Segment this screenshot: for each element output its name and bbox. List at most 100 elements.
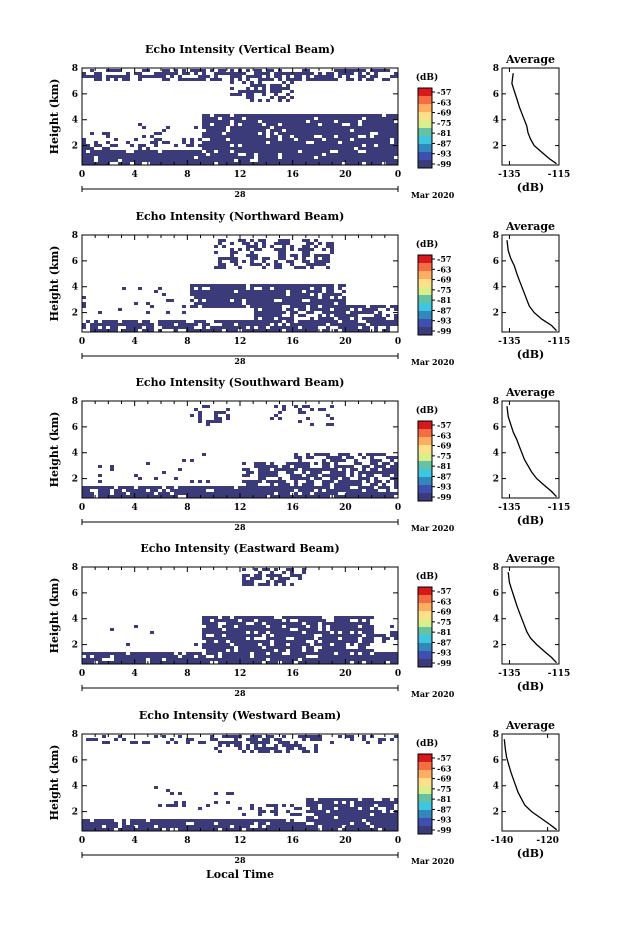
- echo-cell: [346, 135, 350, 138]
- echo-cell: [298, 138, 302, 141]
- echo-cell: [330, 825, 334, 828]
- echo-cell: [238, 93, 242, 96]
- echo-cell: [222, 658, 226, 661]
- echo-cell: [274, 287, 278, 290]
- echo-cell: [118, 486, 122, 489]
- echo-cell: [274, 750, 278, 753]
- echo-cell: [350, 156, 354, 159]
- echo-cell: [278, 287, 282, 290]
- echo-cell: [274, 489, 278, 492]
- echo-cell: [322, 655, 326, 658]
- echo-cell: [222, 287, 226, 290]
- echo-cell: [354, 492, 358, 495]
- x-tick-label: 16: [286, 170, 299, 180]
- echo-cell: [278, 144, 282, 147]
- echo-cell: [282, 147, 286, 150]
- echo-cell: [350, 625, 354, 628]
- echo-cell: [234, 302, 238, 305]
- echo-cell: [298, 293, 302, 296]
- echo-cell: [346, 456, 350, 459]
- echo-cell: [290, 813, 294, 816]
- echo-cell: [382, 159, 386, 162]
- echo-cell: [314, 162, 318, 165]
- echo-cell: [346, 477, 350, 480]
- echo-cell: [318, 489, 322, 492]
- echo-cell: [266, 486, 270, 489]
- echo-cell: [386, 825, 390, 828]
- echo-cell: [370, 625, 374, 628]
- echo-cell: [298, 114, 302, 117]
- echo-cell: [82, 489, 86, 492]
- echo-cell: [182, 828, 186, 831]
- echo-cell: [346, 804, 350, 807]
- echo-cell: [342, 284, 346, 287]
- echo-cell: [330, 658, 334, 661]
- echo-cell: [206, 150, 210, 153]
- echo-cell: [302, 120, 306, 123]
- echo-cell: [318, 287, 322, 290]
- echo-cell: [302, 314, 306, 317]
- echo-cell: [174, 477, 178, 480]
- echo-cell: [286, 287, 290, 290]
- echo-cell: [314, 123, 318, 126]
- echo-cell: [394, 117, 398, 120]
- echo-cell: [162, 320, 166, 323]
- echo-cell: [98, 658, 102, 661]
- echo-cell: [282, 138, 286, 141]
- echo-cell: [382, 655, 386, 658]
- echo-cell: [354, 616, 358, 619]
- echo-cell: [206, 658, 210, 661]
- echo-cell: [326, 456, 330, 459]
- echo-cell: [270, 284, 274, 287]
- echo-cell: [150, 495, 154, 498]
- echo-cell: [346, 661, 350, 664]
- colorbar-swatch: [418, 453, 432, 462]
- echo-cell: [218, 257, 222, 260]
- echo-cell: [310, 652, 314, 655]
- echo-cell: [386, 798, 390, 801]
- echo-cell: [306, 296, 310, 299]
- echo-cell: [282, 819, 286, 822]
- echo-cell: [358, 138, 362, 141]
- echo-cell: [238, 637, 242, 640]
- echo-cell: [298, 813, 302, 816]
- echo-cell: [230, 242, 234, 245]
- echo-cell: [226, 302, 230, 305]
- echo-cell: [234, 741, 238, 744]
- echo-cell: [198, 822, 202, 825]
- echo-cell: [298, 822, 302, 825]
- echo-cell: [234, 153, 238, 156]
- echo-cell: [262, 78, 266, 81]
- echo-cell: [338, 807, 342, 810]
- echo-cell: [362, 147, 366, 150]
- echo-cell: [238, 649, 242, 652]
- echo-cell: [150, 652, 154, 655]
- echo-cell: [326, 132, 330, 135]
- echo-cell: [226, 646, 230, 649]
- echo-cell: [134, 329, 138, 332]
- echo-cell: [294, 822, 298, 825]
- echo-cell: [266, 296, 270, 299]
- echo-cell: [254, 486, 258, 489]
- echo-cell: [310, 317, 314, 320]
- echo-cell: [190, 489, 194, 492]
- echo-cell: [322, 129, 326, 132]
- echo-cell: [86, 486, 90, 489]
- echo-cell: [126, 323, 130, 326]
- echo-cell: [214, 299, 218, 302]
- echo-cell: [346, 132, 350, 135]
- echo-cell: [86, 156, 90, 159]
- echo-cell: [290, 655, 294, 658]
- echo-cell: [258, 465, 262, 468]
- echo-cell: [358, 643, 362, 646]
- echo-cell: [350, 492, 354, 495]
- x-tick-label: 4: [132, 503, 138, 513]
- echo-cell: [266, 574, 270, 577]
- echo-cell: [214, 266, 218, 269]
- echo-cell: [178, 78, 182, 81]
- echo-cell: [266, 290, 270, 293]
- echo-cell: [286, 619, 290, 622]
- echo-cell: [302, 738, 306, 741]
- echo-cell: [226, 144, 230, 147]
- echo-cell: [298, 305, 302, 308]
